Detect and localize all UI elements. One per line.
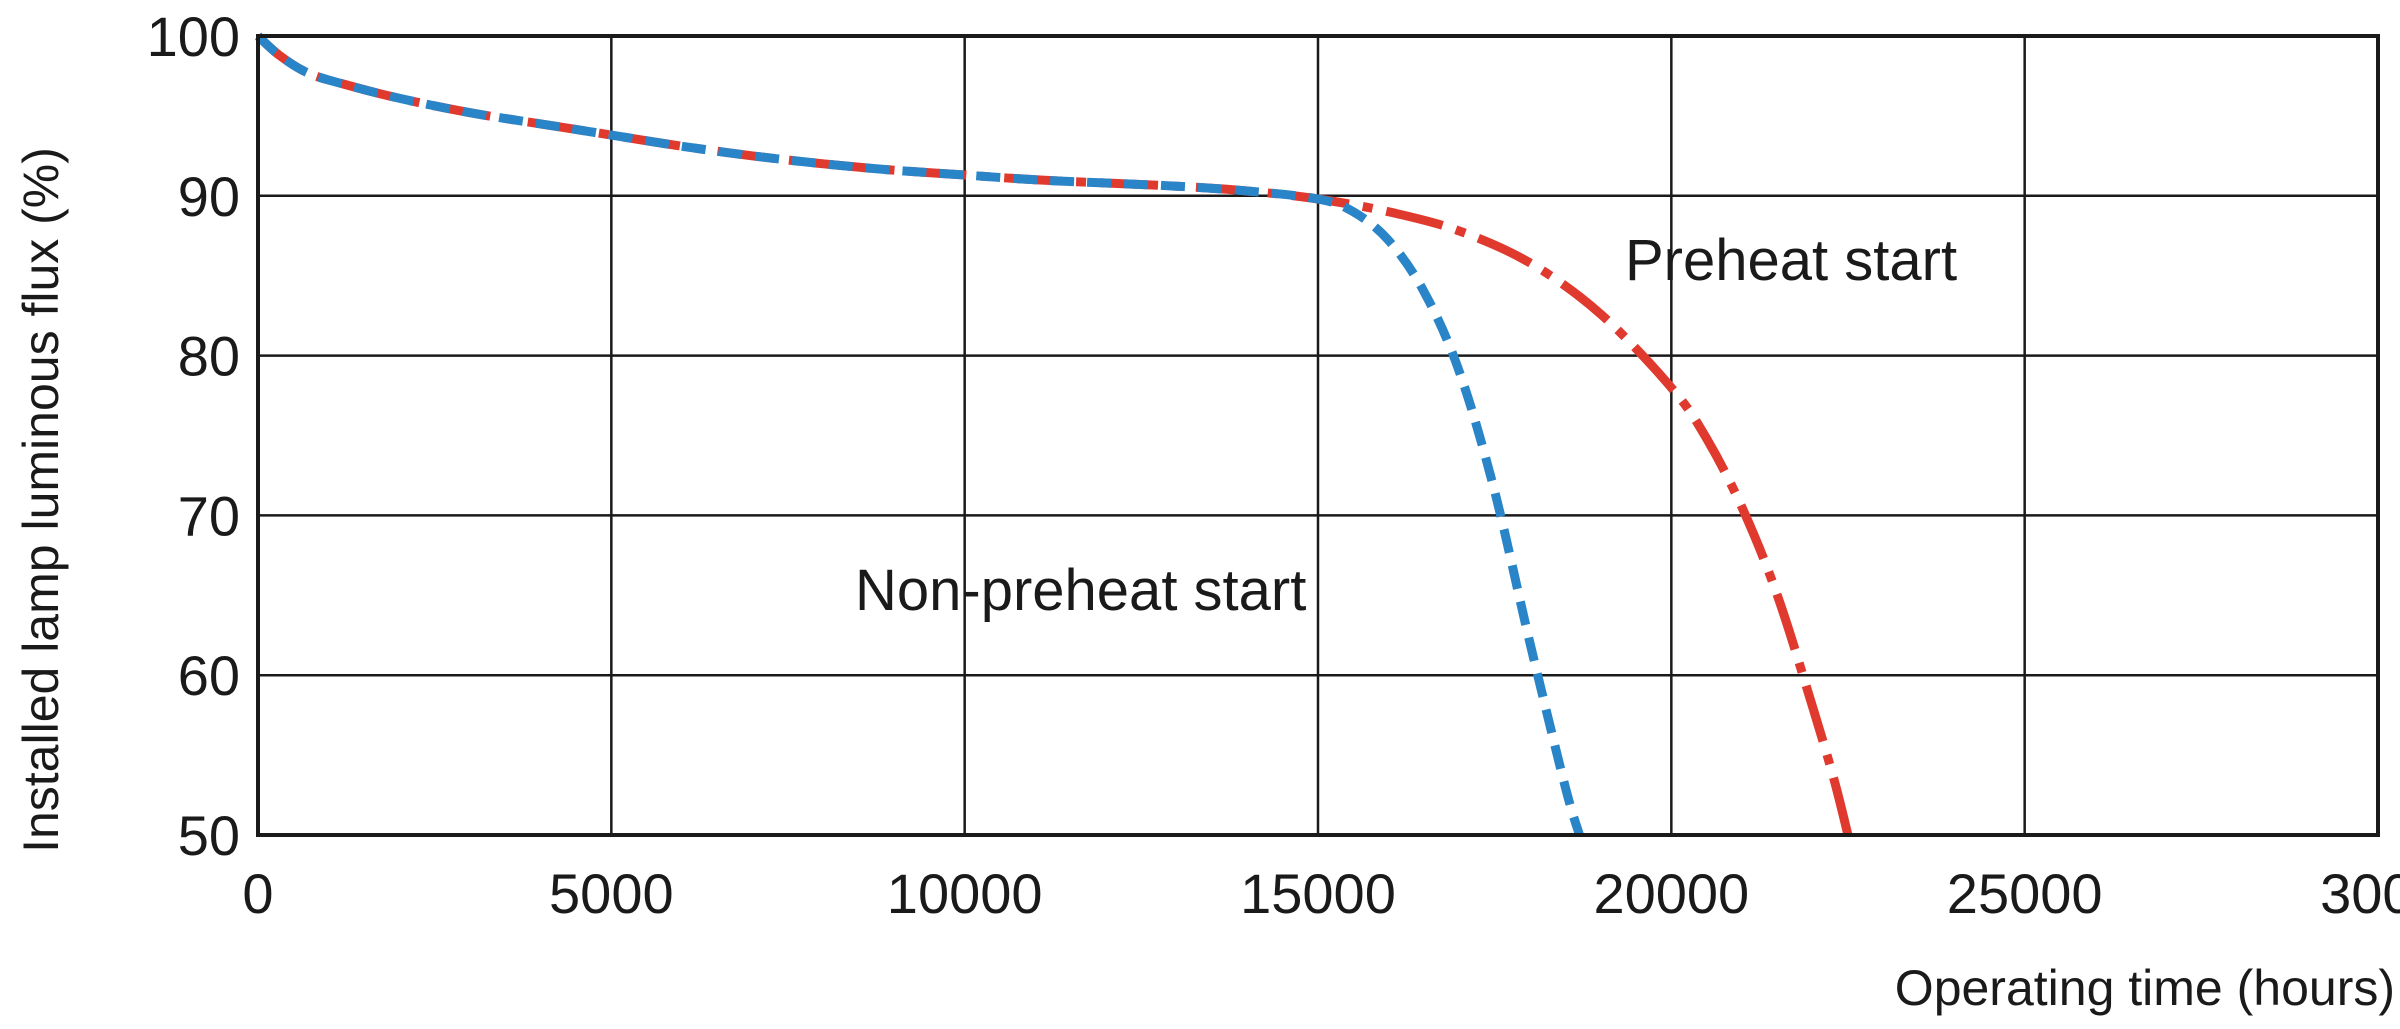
y-tick-label: 50 bbox=[178, 804, 240, 867]
x-tick-label: 30000 bbox=[2320, 862, 2400, 925]
x-axis-title: Operating time (hours) bbox=[1895, 960, 2395, 1016]
y-tick-label: 70 bbox=[178, 484, 240, 547]
tick-labels: 0 5000 10000 15000 20000 25000 30000 50 60 70 80 90… bbox=[147, 5, 2400, 925]
x-tick-label: 25000 bbox=[1947, 862, 2103, 925]
gridlines bbox=[258, 36, 2378, 835]
series-label-preheat-start: Preheat start bbox=[1625, 228, 1957, 293]
x-tick-label: 5000 bbox=[549, 862, 674, 925]
y-tick-label: 80 bbox=[178, 325, 240, 388]
x-tick-label: 10000 bbox=[887, 862, 1043, 925]
y-axis-title: Installed lamp luminous flux (%) bbox=[13, 147, 69, 853]
series-lines bbox=[254, 32, 1853, 837]
x-tick-label: 15000 bbox=[1240, 862, 1396, 925]
series-label-non-preheat-start: Non-preheat start bbox=[855, 558, 1306, 623]
series-line-preheat-start bbox=[254, 32, 1853, 837]
series-line-non-preheat-start bbox=[254, 32, 1584, 837]
y-tick-label: 60 bbox=[178, 644, 240, 707]
y-tick-label: 100 bbox=[147, 5, 240, 68]
x-tick-label: 20000 bbox=[1593, 862, 1749, 925]
y-tick-label: 90 bbox=[178, 165, 240, 228]
plot-frame bbox=[256, 34, 2380, 837]
x-tick-label: 0 bbox=[242, 862, 273, 925]
